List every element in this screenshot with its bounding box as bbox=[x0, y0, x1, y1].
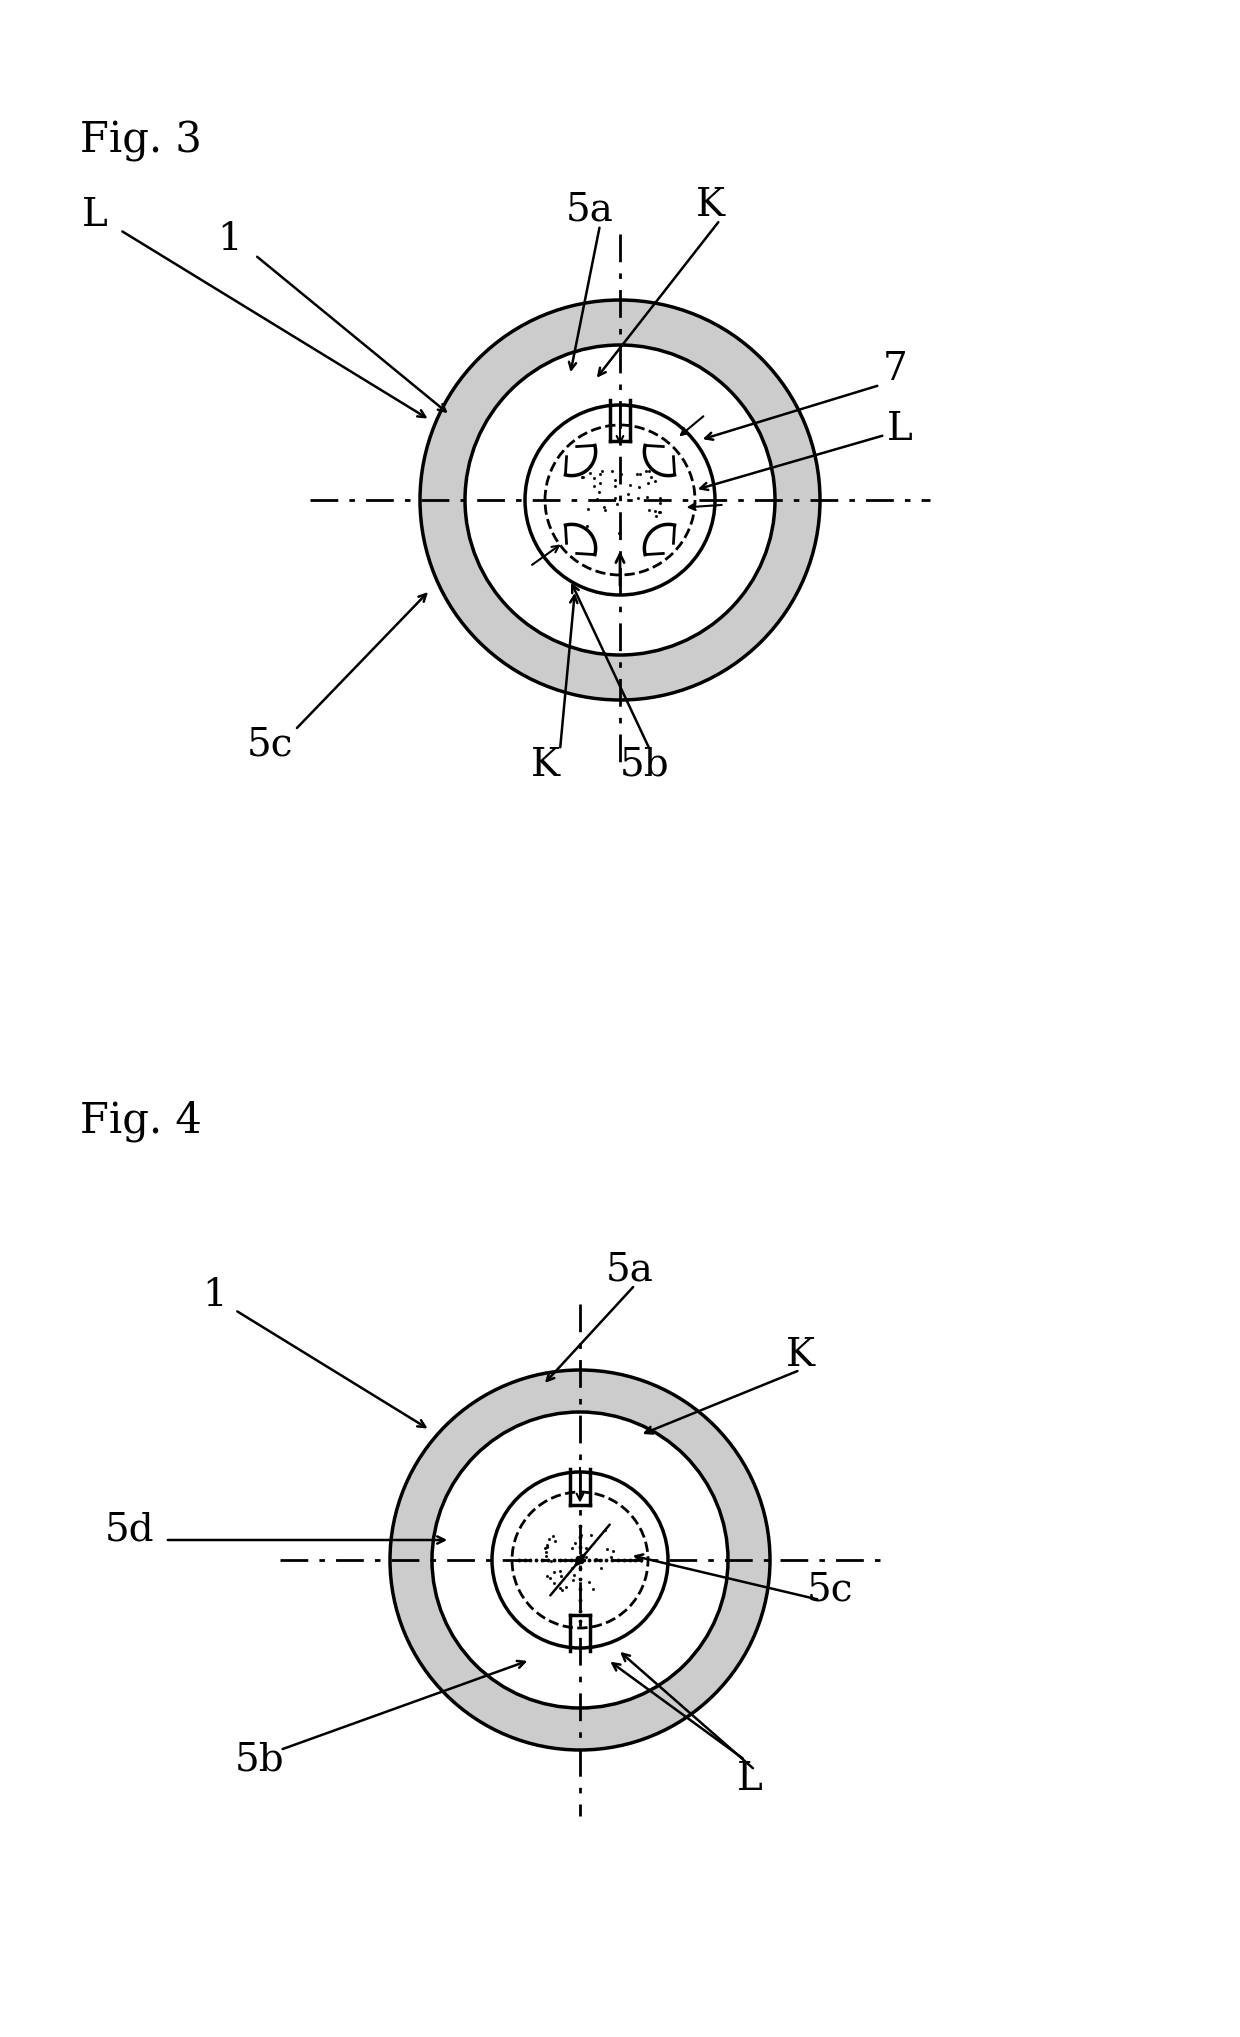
Text: 5b: 5b bbox=[236, 1742, 285, 1778]
Text: 1: 1 bbox=[202, 1277, 227, 1314]
Circle shape bbox=[465, 344, 775, 656]
Text: Fig. 3: Fig. 3 bbox=[81, 120, 202, 163]
Circle shape bbox=[420, 299, 820, 701]
Circle shape bbox=[525, 405, 715, 595]
Text: 5b: 5b bbox=[620, 746, 670, 784]
Text: 5c: 5c bbox=[807, 1571, 853, 1609]
Circle shape bbox=[432, 1412, 728, 1707]
Text: Fig. 4: Fig. 4 bbox=[81, 1100, 202, 1143]
Text: L: L bbox=[737, 1762, 763, 1799]
Circle shape bbox=[391, 1371, 770, 1750]
Circle shape bbox=[492, 1473, 668, 1648]
Text: 5c: 5c bbox=[247, 727, 293, 764]
Text: K: K bbox=[696, 187, 724, 224]
Text: 5d: 5d bbox=[105, 1511, 155, 1548]
Text: 7: 7 bbox=[883, 352, 908, 389]
Text: L: L bbox=[887, 411, 913, 448]
Text: K: K bbox=[785, 1336, 815, 1373]
Text: 5a: 5a bbox=[567, 191, 614, 228]
Text: L: L bbox=[82, 196, 108, 234]
Text: K: K bbox=[531, 746, 559, 784]
Text: 1: 1 bbox=[218, 222, 242, 259]
Text: 5a: 5a bbox=[606, 1251, 653, 1289]
